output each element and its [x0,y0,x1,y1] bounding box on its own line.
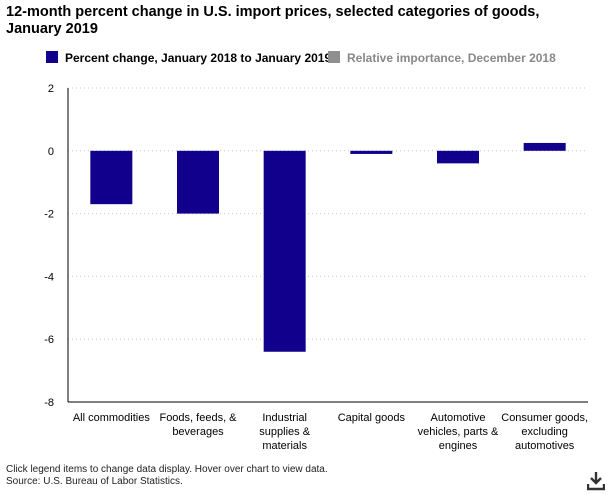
download-icon[interactable] [586,471,606,491]
x-tick-label: Industrial supplies & materials [259,412,310,452]
bar[interactable] [177,150,219,214]
bar[interactable] [90,150,133,205]
gridlines [68,87,588,340]
y-tick-label: 0 [48,146,54,158]
x-tick-label-line: All commodities [73,412,151,424]
x-tick-label: Automotive vehicles, parts & engines [418,412,499,452]
y-tick-label: -6 [44,334,54,346]
x-tick-labels: All commodities Foods, feeds, & beverages I… [73,412,588,452]
bar[interactable] [437,150,479,164]
legend-label-relative-importance: Relative importance, December 2018 [347,51,556,65]
legend-label-percent-change: Percent change, January 2018 to January … [65,51,332,65]
x-tick-label-line: excluding [521,426,567,438]
bar[interactable] [523,142,566,151]
y-tick-label: 2 [48,83,54,95]
x-tick-label: Capital goods [338,412,406,424]
footer-note: Click legend items to change data displa… [6,464,328,475]
bars [90,142,566,352]
footer-source: Source: U.S. Bureau of Labor Statistics. [6,476,183,487]
bar[interactable] [350,150,393,154]
x-tick-label: All commodities [73,412,151,424]
x-tick-label-line: supplies & [259,426,310,438]
legend-item-percent-change[interactable]: Percent change, January 2018 to January … [46,50,331,66]
x-tick-label: Foods, feeds, & beverages [159,412,237,438]
legend-item-relative-importance[interactable]: Relative importance, December 2018 [328,50,556,66]
y-tick-label: -4 [44,271,54,283]
y-tick-label: -2 [44,209,54,221]
legend-swatch-percent-change [46,51,58,63]
x-tick-label-line: Foods, feeds, & [159,412,237,424]
bar[interactable] [263,150,306,352]
y-tick-labels: 2 0 -2 -4 -6 -8 [44,83,54,409]
x-tick-label-line: materials [262,440,307,452]
footer: Click legend items to change data displa… [6,464,328,488]
y-tick-label: -8 [44,397,54,409]
axes [67,88,588,403]
x-tick-label-line: Capital goods [338,412,406,424]
x-tick-label-line: automotives [515,440,575,452]
x-tick-label-line: beverages [172,426,224,438]
legend-swatch-relative-importance [328,51,340,63]
x-tick-label-line: Consumer goods, [501,412,588,424]
x-tick-label-line: engines [439,440,478,452]
x-tick-label-line: vehicles, parts & [418,426,499,438]
chart-title: 12-month percent change in U.S. import p… [6,4,540,37]
bar-chart[interactable]: 2 0 -2 -4 -6 -8 All commodities Foods, feeds, … [0,0,613,460]
x-tick-label-line: Automotive [430,412,485,424]
x-tick-label: Consumer goods, excluding automotives [501,412,588,452]
x-tick-label-line: Industrial [262,412,307,424]
